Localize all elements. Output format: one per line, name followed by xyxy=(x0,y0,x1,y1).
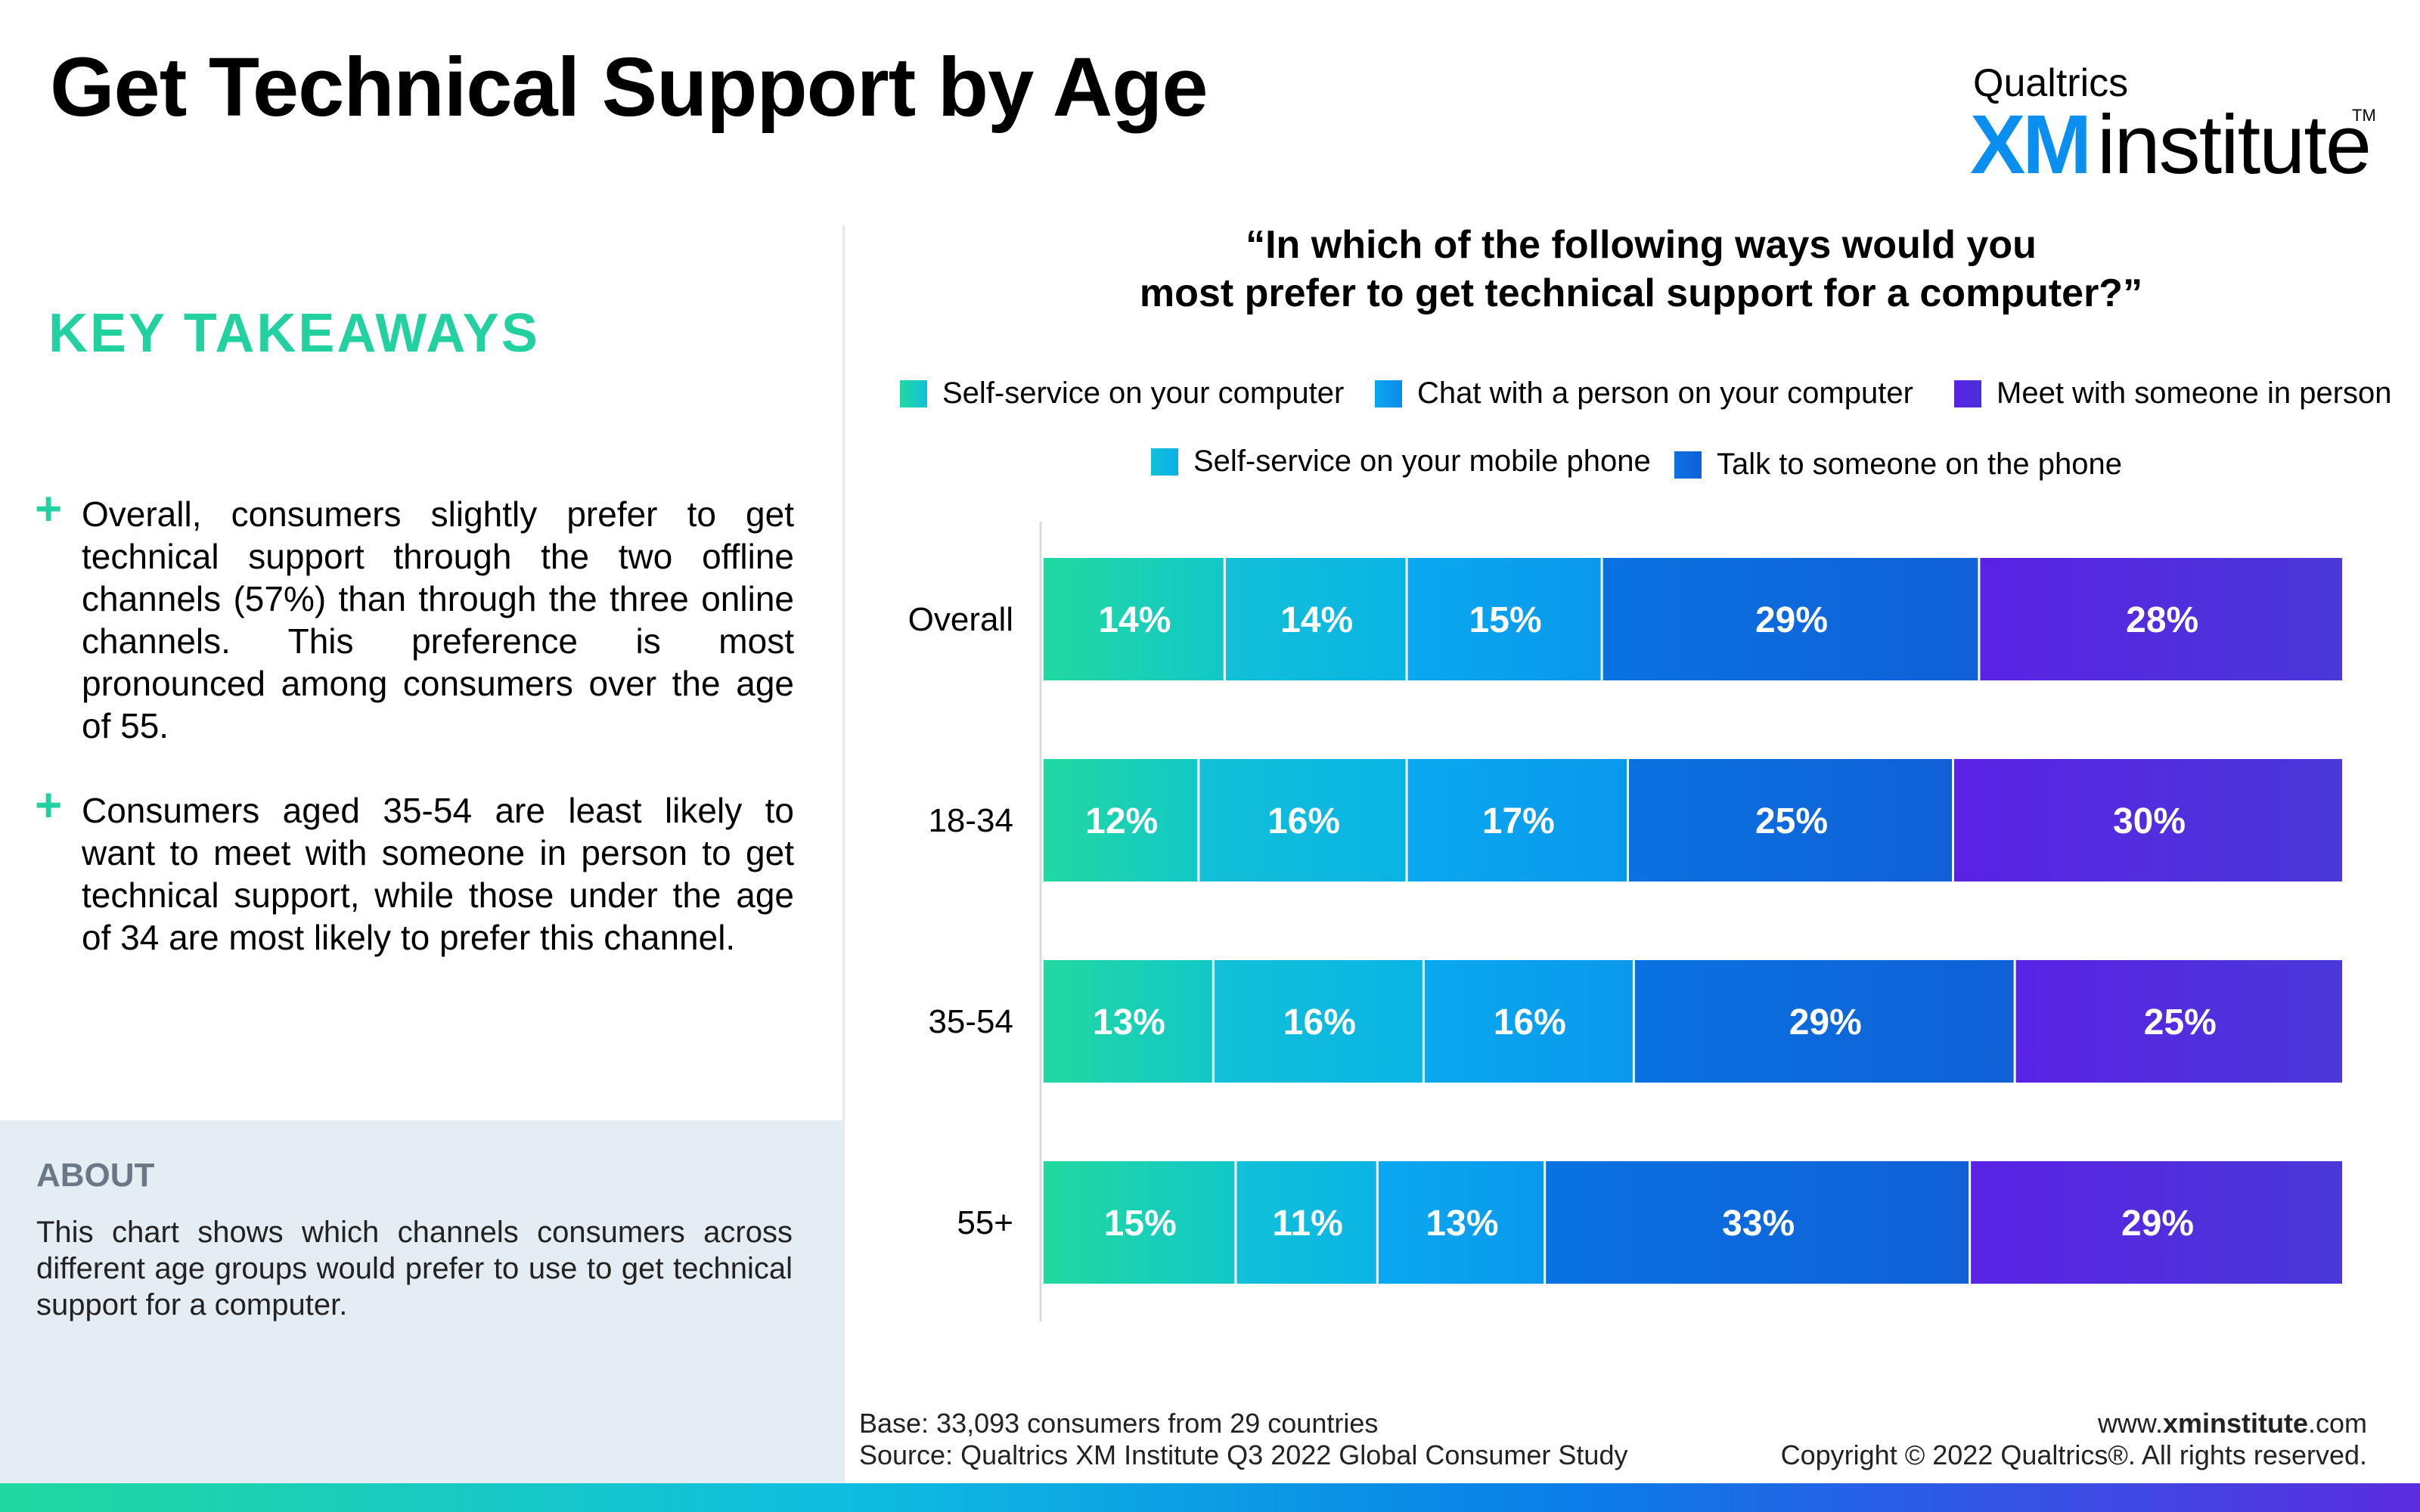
category-label: 55+ xyxy=(957,1204,1013,1241)
logo-tm-mark: TM xyxy=(2352,106,2376,125)
bar-segment xyxy=(1634,960,2014,1083)
footer-source: Base: 33,093 consumers from 29 countries… xyxy=(859,1408,1627,1471)
bar-segment xyxy=(1199,759,1406,881)
data-label: 17% xyxy=(1482,801,1555,841)
category-label: Overall xyxy=(908,601,1013,638)
legend-swatch xyxy=(1954,380,1981,407)
footer-source-line: Source: Qualtrics XM Institute Q3 2022 G… xyxy=(859,1439,1628,1470)
data-label: 14% xyxy=(1098,600,1171,640)
data-label: 13% xyxy=(1093,1002,1165,1043)
logo-qualtrics-text: Qualtrics xyxy=(1973,61,2129,105)
category-label: 18-34 xyxy=(928,802,1013,839)
bar-segment xyxy=(1044,759,1198,881)
bar-segment xyxy=(1044,558,1224,680)
legend-label: Meet with someone in person xyxy=(1996,376,2392,410)
plus-icon: + xyxy=(35,483,63,535)
data-label: 15% xyxy=(1104,1204,1177,1244)
legend-item-self-service-computer: Self-service on your computer xyxy=(900,376,1344,411)
footer-base: Base: 33,093 consumers from 29 countries xyxy=(859,1408,1379,1439)
footer-website[interactable]: www.xminstitute.com xyxy=(1781,1408,2367,1439)
category-label: 35-54 xyxy=(928,1003,1013,1040)
chart-question-line: “In which of the following ways would yo… xyxy=(1246,223,2037,267)
data-label: 14% xyxy=(1280,600,1353,640)
bar-segment xyxy=(1236,1161,1376,1284)
data-label: 16% xyxy=(1494,1002,1566,1043)
data-label: 16% xyxy=(1267,801,1340,841)
data-label: 30% xyxy=(2113,801,2186,841)
takeaway-item: + Consumers aged 35-54 are least likely … xyxy=(35,782,794,959)
logo-xm-text: XM xyxy=(1970,98,2092,191)
legend-swatch xyxy=(1674,451,1702,479)
footer-copyright-line: Copyright © 2022 Qualtrics®. All rights … xyxy=(1780,1439,2367,1470)
legend-swatch xyxy=(900,380,927,407)
bar-segment xyxy=(1225,558,1406,680)
data-label: 29% xyxy=(2121,1204,2194,1244)
bar-segment xyxy=(1546,1161,1969,1284)
legend-label: Chat with a person on your computer xyxy=(1417,376,1913,410)
takeaway-text: Overall, consumers slightly prefer to ge… xyxy=(82,494,794,745)
bar-segment xyxy=(1954,759,2342,881)
legend-swatch xyxy=(1151,448,1178,476)
bar-segment xyxy=(1971,1161,2342,1284)
data-label: 29% xyxy=(1789,1002,1862,1043)
data-label: 12% xyxy=(1085,801,1158,841)
website-bold: xminstitute xyxy=(2162,1408,2308,1439)
bar-segment xyxy=(1980,558,2342,680)
website-prefix: www. xyxy=(2097,1408,2163,1439)
legend-label: Self-service on your computer xyxy=(942,376,1345,410)
bottom-gradient-band xyxy=(0,1483,2420,1512)
plus-icon: + xyxy=(35,779,63,832)
legend-item-meet-in-person: Meet with someone in person xyxy=(1954,376,2392,411)
data-label: 33% xyxy=(1722,1204,1795,1244)
takeaway-text: Consumers aged 35-54 are least likely to… xyxy=(82,791,794,957)
legend-label: Talk to someone on the phone xyxy=(1717,448,2122,481)
stacked-bar-chart: Overall 14% 14% 15% 29% 28% 18-34 12% 16% 17% 25% 3… xyxy=(908,522,2342,1321)
page-title: Get Technical Support by Age xyxy=(50,41,1208,134)
bar-segment xyxy=(1407,759,1627,881)
xm-institute-logo: Qualtrics XM institute TM xyxy=(1970,53,2376,191)
legend-swatch xyxy=(1375,380,1402,407)
bar-segment xyxy=(1044,1161,1235,1284)
key-takeaways-heading: KEY TAKEAWAYS xyxy=(48,303,540,364)
bar-segment xyxy=(1214,960,1423,1083)
data-label: 25% xyxy=(1755,801,1828,841)
data-label: 16% xyxy=(1283,1002,1356,1043)
data-label: 28% xyxy=(2126,600,2198,640)
data-label: 11% xyxy=(1272,1204,1342,1244)
bar-segment xyxy=(1044,960,1212,1083)
bar-segment xyxy=(1629,759,1952,881)
logo-institute-text: institute xyxy=(2097,98,2372,191)
bar-segment xyxy=(1602,558,1978,680)
chart-question-line: most prefer to get technical support for… xyxy=(1139,271,2143,315)
bar-segment xyxy=(1378,1161,1544,1284)
bar-segment xyxy=(2015,960,2342,1083)
chart-question: “In which of the following ways would yo… xyxy=(923,221,2360,318)
legend-item-chat-person: Chat with a person on your computer xyxy=(1375,376,1913,411)
website-suffix: .com xyxy=(2307,1408,2367,1439)
data-label: 29% xyxy=(1755,600,1828,640)
about-panel xyxy=(0,1120,842,1512)
legend-item-self-service-mobile: Self-service on your mobile phone xyxy=(1151,445,1651,479)
data-label: 13% xyxy=(1426,1204,1498,1244)
about-heading: ABOUT xyxy=(36,1157,155,1194)
footer-copyright: www.xminstitute.com Copyright © 2022 Qua… xyxy=(1781,1408,2367,1471)
column-divider xyxy=(842,225,845,1512)
about-text: This chart shows which channels consumer… xyxy=(36,1216,793,1321)
takeaway-item: + Overall, consumers slightly prefer to … xyxy=(35,486,794,747)
legend-label: Self-service on your mobile phone xyxy=(1193,445,1651,478)
bar-segment xyxy=(1407,558,1601,680)
legend-item-talk-phone: Talk to someone on the phone xyxy=(1674,448,2122,482)
data-label: 15% xyxy=(1469,600,1542,640)
bar-segment xyxy=(1424,960,1633,1083)
data-label: 25% xyxy=(2144,1002,2217,1043)
